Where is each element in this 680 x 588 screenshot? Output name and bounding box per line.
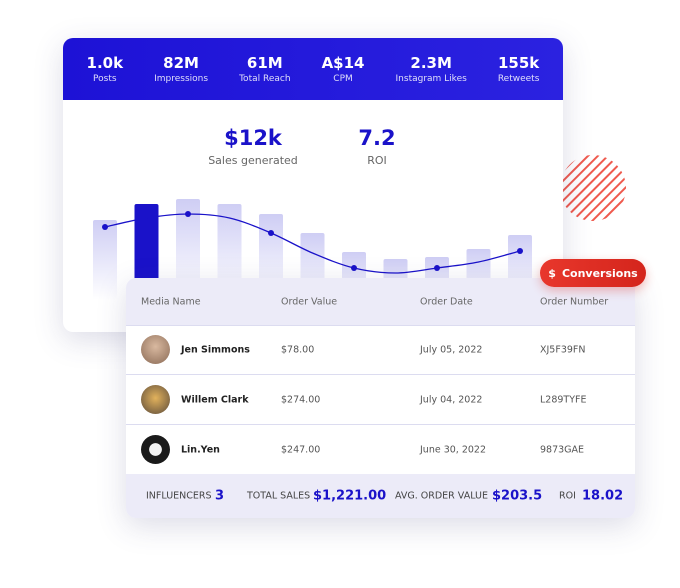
footer-number: $1,221.00	[313, 488, 387, 504]
table-row: Jen Simmons $78.00 July 05, 2022 XJ5F39FN	[126, 325, 635, 375]
footer-value: 18.02	[582, 489, 623, 504]
column-header: Order Date	[420, 296, 473, 307]
cell: L289TYFE	[540, 394, 587, 405]
column-header: Order Number	[540, 296, 609, 307]
footer-value: $1,221.00	[313, 489, 386, 504]
summary: $12k Sales generated	[203, 126, 303, 167]
stat: A$14 CPM	[322, 54, 365, 84]
bar	[176, 199, 200, 300]
cell: July 04, 2022	[420, 394, 483, 405]
trend-line	[104, 213, 521, 274]
badge-label: Conversions	[561, 266, 638, 280]
media-name: Willem Clark	[181, 394, 249, 405]
cell: 9873GAE	[540, 444, 585, 455]
stat-label: Retweets	[497, 74, 540, 84]
avatar	[141, 435, 170, 464]
media-name: Lin.Yen	[181, 444, 220, 455]
trend-dot	[268, 230, 274, 236]
stats-header: 1.0k Posts 82M Impressions 61M Total Reach A$1…	[63, 38, 563, 100]
stat: 61M Total Reach	[239, 54, 290, 84]
footer-label: TOTAL SALES	[247, 490, 311, 502]
conversions-badge[interactable]: $ Conversions	[540, 259, 646, 287]
stat: 2.3M Instagram Likes	[396, 54, 467, 84]
stat-value: 1.0k	[86, 54, 124, 72]
bar	[217, 204, 242, 300]
summary-value: 7.2	[358, 126, 396, 150]
column-header: Media Name	[141, 296, 201, 307]
summary-value: $12k	[224, 126, 282, 150]
stat-value: 61M	[246, 54, 283, 72]
footer-number: 3	[215, 488, 225, 504]
cell: $247.00	[281, 444, 321, 455]
footer-value: 3	[215, 489, 224, 504]
badge-icon: $	[548, 266, 556, 280]
trend-dot	[102, 224, 108, 230]
footer-number: 18.02	[582, 488, 624, 504]
footer-number: $203.5	[492, 488, 543, 504]
footer-label: AVG. ORDER VALUE	[395, 490, 488, 502]
stat-value: A$14	[321, 54, 365, 72]
stat-value: 155k	[497, 54, 540, 72]
cell: $78.00	[281, 344, 315, 355]
footer-label: ROI	[559, 490, 576, 502]
bar	[134, 204, 159, 300]
column-header: Order Value	[281, 296, 338, 307]
trend-dot	[185, 211, 191, 217]
stat-value: 82M	[163, 54, 199, 72]
table-row: Lin.Yen $247.00 June 30, 2022 9873GAE	[126, 425, 635, 475]
trend-dot	[434, 265, 440, 271]
summary: 7.2 ROI	[347, 126, 407, 167]
cell: July 05, 2022	[420, 344, 483, 355]
trend-dot	[517, 248, 523, 254]
stat-label: CPM	[333, 74, 353, 84]
stat-label: Impressions	[154, 74, 209, 84]
bar	[93, 220, 117, 300]
media-name: Jen Simmons	[181, 344, 250, 355]
summary-label: Sales generated	[208, 154, 298, 167]
stat: 82M Impressions	[154, 54, 208, 84]
cell: $274.00	[281, 394, 321, 405]
striped-circle	[560, 155, 626, 221]
footer-label: INFLUENCERS	[146, 490, 212, 502]
table-footer: INFLUENCERS 3 TOTAL SALES $1,221.00 AVG. ORD…	[126, 474, 635, 518]
trend-dot	[351, 265, 357, 271]
stat-value: 2.3M	[410, 54, 452, 72]
stat: 155k Retweets	[498, 54, 540, 84]
stat-label: Total Reach	[239, 74, 291, 84]
stat-label: Instagram Likes	[395, 74, 467, 84]
stat: 1.0k Posts	[87, 54, 124, 84]
cell: XJ5F39FN	[540, 344, 586, 355]
orders-card: Media Name Order Value Order Date Order …	[126, 278, 635, 518]
cell: June 30, 2022	[420, 444, 487, 455]
avatar	[141, 335, 170, 364]
stat-label: Posts	[93, 74, 117, 84]
summary-label: ROI	[367, 154, 387, 167]
avatar	[141, 385, 170, 414]
footer-value: $203.5	[492, 489, 542, 504]
table-row: Willem Clark $274.00 July 04, 2022 L289TYFE	[126, 375, 635, 425]
